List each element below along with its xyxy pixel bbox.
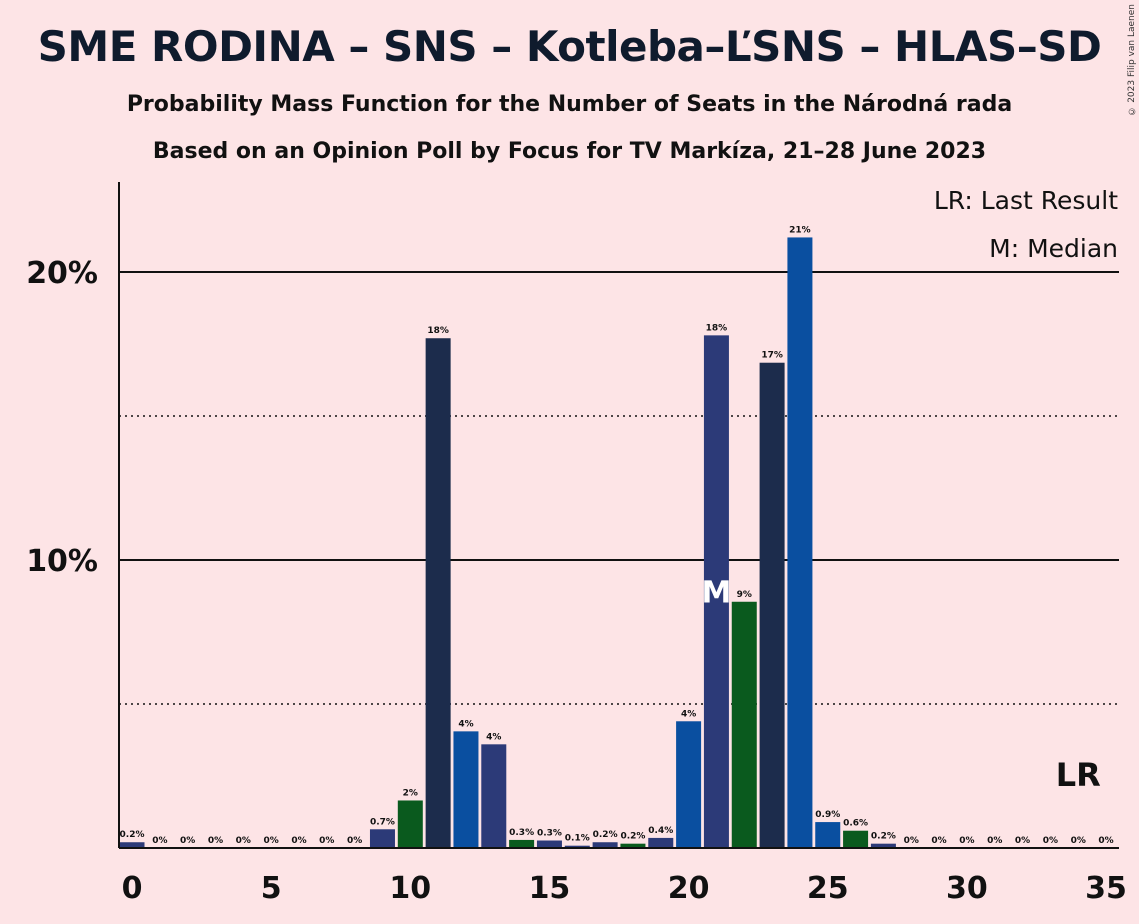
data-labels: 0.2% 0% 0% 0% 0% 0% 0% 0% 0% 0.7% 2% 18% 4% 4% 0.3% 0.3… (120, 225, 1114, 846)
bar-seat-17 (592, 842, 618, 848)
data-label-seat-14: 0.3% (509, 828, 534, 838)
data-label-seat-30: 0% (959, 836, 974, 846)
data-label-seat-1: 0% (152, 836, 167, 846)
data-label-seat-32: 0% (1015, 836, 1030, 846)
x-tick-label: 30 (946, 871, 988, 906)
data-label-seat-2: 0% (180, 836, 195, 846)
chart-subtitle: Probability Mass Function for the Number… (126, 92, 1013, 117)
x-tick-label: 10 (389, 871, 431, 906)
bar-seat-14 (509, 839, 535, 848)
bar-seat-21 (703, 335, 729, 848)
bar-seat-16 (564, 845, 590, 848)
chart-source-subtitle: Based on an Opinion Poll by Focus for TV… (152, 139, 987, 164)
data-label-seat-33: 0% (1043, 836, 1058, 846)
bar-seat-9 (369, 829, 395, 848)
x-tick-label: 5 (261, 871, 282, 906)
data-label-seat-6: 0% (291, 836, 306, 846)
data-label-seat-25: 0.9% (815, 810, 840, 820)
data-label-seat-28: 0% (904, 836, 919, 846)
bar-seat-10 (397, 800, 423, 848)
x-tick-label: 0 (122, 871, 143, 906)
data-label-seat-31: 0% (987, 836, 1002, 846)
legend-last-result: LR: Last Result (934, 186, 1118, 215)
legend-median: M: Median (989, 234, 1118, 263)
last-result-marker: LR (1056, 756, 1101, 794)
axes (118, 182, 1119, 849)
data-label-seat-24: 21% (789, 225, 811, 235)
y-tick-label: 10% (26, 544, 98, 579)
data-label-seat-26: 0.6% (843, 819, 868, 829)
data-label-seat-27: 0.2% (871, 832, 896, 842)
data-label-seat-23: 17% (761, 351, 783, 361)
x-tick-label: 20 (668, 871, 710, 906)
data-label-seat-18: 0.2% (620, 832, 645, 842)
data-label-seat-5: 0% (264, 836, 279, 846)
bar-seat-24 (787, 237, 813, 848)
data-label-seat-29: 0% (931, 836, 946, 846)
bar-seat-13 (481, 744, 507, 848)
x-tick-label: 15 (529, 871, 571, 906)
median-marker: M (702, 576, 732, 611)
data-label-seat-0: 0.2% (120, 830, 145, 840)
bar-seat-23 (759, 362, 785, 848)
bar-seat-12 (453, 731, 479, 848)
data-label-seat-8: 0% (347, 836, 362, 846)
data-label-seat-19: 0.4% (648, 826, 673, 836)
bar-seat-0 (119, 842, 145, 848)
bar-seat-15 (536, 840, 562, 848)
bar-seat-19 (648, 837, 674, 848)
bar-seat-20 (676, 721, 702, 848)
data-label-seat-11: 18% (427, 326, 449, 336)
data-label-seat-7: 0% (319, 836, 334, 846)
bar-seat-25 (815, 822, 841, 848)
data-label-seat-20: 4% (681, 709, 696, 719)
y-tick-label: 20% (26, 256, 98, 291)
data-label-seat-3: 0% (208, 836, 223, 846)
x-tick-label: 25 (807, 871, 849, 906)
data-label-seat-12: 4% (458, 719, 473, 729)
data-label-seat-9: 0.7% (370, 817, 395, 827)
data-label-seat-21: 18% (706, 323, 728, 333)
tick-labels: 0 5 10 15 20 25 30 35 10% 20% (26, 256, 1127, 906)
x-tick-label: 35 (1085, 871, 1127, 906)
data-label-seat-15: 0.3% (537, 829, 562, 839)
gridlines (119, 271, 1119, 705)
data-label-seat-17: 0.2% (593, 830, 618, 840)
data-label-seat-34: 0% (1071, 836, 1086, 846)
bar-seat-27 (870, 843, 896, 848)
data-label-seat-10: 2% (403, 788, 418, 798)
data-label-seat-4: 0% (236, 836, 251, 846)
data-label-seat-16: 0.1% (565, 834, 590, 844)
chart-title: SME RODINA – SNS – Kotleba–ĽSNS – HLAS–S… (37, 22, 1102, 71)
data-label-seat-22: 9% (737, 590, 752, 600)
bar-seat-22 (731, 601, 757, 848)
bar-seat-11 (425, 338, 451, 848)
bar-series: M (119, 237, 896, 848)
bar-seat-18 (620, 843, 646, 848)
data-label-seat-35: 0% (1098, 836, 1113, 846)
data-label-seat-13: 4% (486, 732, 501, 742)
bar-seat-26 (843, 830, 869, 848)
